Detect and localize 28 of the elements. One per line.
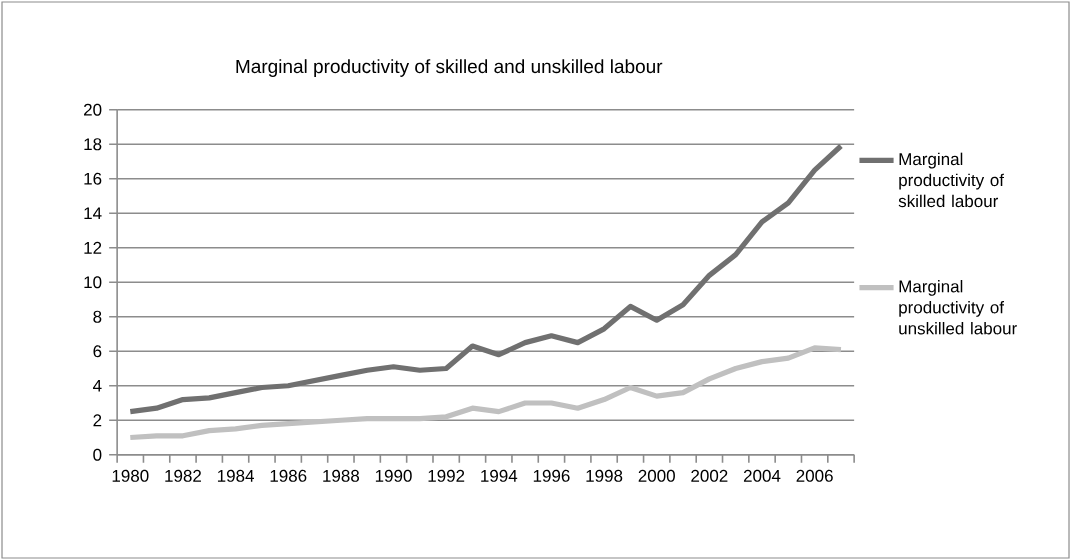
y-tick-label: 2	[93, 414, 102, 427]
y-tick-label: 14	[84, 207, 102, 220]
y-tick-label: 10	[84, 276, 102, 289]
y-tick-label: 12	[84, 241, 102, 254]
x-tick-label: 2002	[691, 469, 728, 482]
x-tick-label: 1990	[375, 469, 412, 482]
y-tick-label: 18	[84, 138, 102, 151]
y-tick-label: 20	[84, 103, 102, 116]
x-tick-label: 1996	[533, 469, 570, 482]
x-tick-label: 1984	[217, 469, 254, 482]
legend-label: Marginal productivity of unskilled labour	[899, 279, 1017, 335]
x-tick-label: 2000	[638, 469, 675, 482]
x-tick-label: 1988	[323, 469, 360, 482]
x-tick-label: 1998	[586, 469, 623, 482]
y-tick-label: 6	[93, 345, 102, 358]
x-tick-label: 2006	[796, 469, 833, 482]
y-tick-label: 16	[84, 172, 102, 185]
x-tick-label: 1992	[428, 469, 465, 482]
x-tick-label: 1994	[481, 469, 518, 482]
x-tick-label: 1980	[112, 469, 149, 482]
y-tick-label: 8	[93, 310, 102, 323]
legend-label: Marginal productivity of skilled labour	[898, 152, 1004, 208]
x-tick-label: 1982	[165, 469, 201, 482]
x-tick-label: 1986	[270, 469, 307, 482]
y-tick-label: 4	[92, 379, 102, 392]
chart-title: Marginal productivity of skilled and unskilled labour	[236, 59, 663, 77]
y-tick-label: 0	[93, 448, 102, 461]
x-tick-label: 2004	[743, 469, 781, 482]
